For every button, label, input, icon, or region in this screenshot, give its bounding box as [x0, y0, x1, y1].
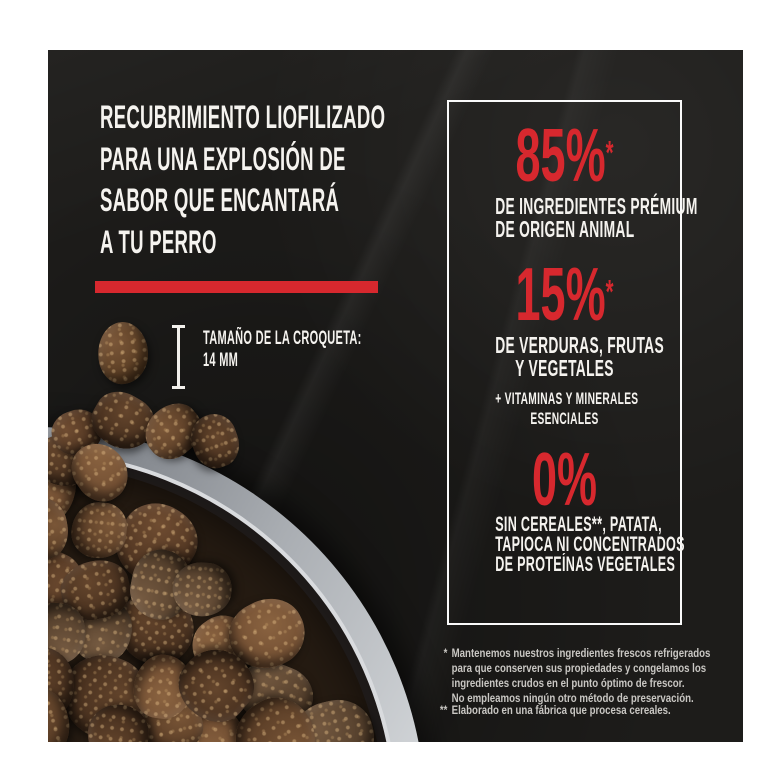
stat-15-description: DE VERDURAS, FRUTAS Y VEGETALES [449, 334, 680, 380]
stats-box: 85%* DE INGREDIENTES PRÉMIUM DE ORIGEN A… [447, 100, 698, 625]
footnote-fresh-ingredients: * Mantenemos nuestros ingredientes fresc… [434, 647, 743, 707]
stat-85-asterisk: * [605, 134, 614, 173]
red-underline-bar [95, 281, 378, 293]
footnote-line: Elaborado en una fábrica que procesa cer… [451, 705, 671, 717]
stat-85-value: 85%* [495, 118, 634, 208]
footnote-cereals-factory: ** Elaborado en una fábrica que procesa … [434, 704, 743, 719]
stat-0-number: 0% [531, 437, 598, 521]
footnote-line: Mantenemos nuestros ingredientes frescos… [451, 648, 711, 660]
footnote-text: Mantenemos nuestros ingredientes frescos… [452, 647, 711, 707]
stat-0-desc-line: SIN CEREALES**, PATATA, [495, 513, 662, 536]
footnote-line: ingredientes crudos en el punto óptimo d… [451, 678, 685, 690]
footnote-line: No empleamos ningún otro método de prese… [451, 693, 694, 705]
stat-15-subdescription: + VITAMINAS Y MINERALES ESENCIALES [449, 389, 680, 429]
headline-line: A TU PERRO [100, 223, 217, 260]
slate-panel: RECUBRIMIENTO LIOFILIZADO PARA UNA EXPLO… [48, 50, 743, 742]
headline: RECUBRIMIENTO LIOFILIZADO PARA UNA EXPLO… [100, 97, 592, 263]
stat-15-number: 15% [515, 252, 606, 336]
footnote-line: para que conserven sus propiedades y con… [451, 663, 707, 675]
stat-15-desc-line: DE VERDURAS, FRUTAS [495, 332, 664, 358]
headline-line: PARA UNA EXPLOSIÓN DE [100, 140, 346, 177]
headline-line: SABOR QUE ENCANTARÁ [100, 182, 340, 218]
stat-15-subdesc-line: + VITAMINAS Y MINERALES [495, 389, 639, 408]
stat-0-description: SIN CEREALES**, PATATA, TAPIOCA NI CONCE… [449, 513, 685, 576]
kibble-sample-image [94, 319, 152, 387]
stat-85-desc-line: DE INGREDIENTES PRÉMIUM [495, 193, 698, 219]
stat-85-desc-line: DE ORIGEN ANIMAL [495, 216, 635, 242]
stat-15-asterisk: * [605, 273, 614, 312]
footnote-marker: * [443, 648, 448, 660]
stat-85-description: DE INGREDIENTES PRÉMIUM DE ORIGEN ANIMAL [449, 193, 698, 242]
stat-85-number: 85% [515, 113, 606, 197]
kibble-size-label: TAMAÑO DE LA CROQUETA: 14 MM [203, 328, 476, 372]
stat-0-value: 0% [495, 442, 634, 532]
stat-0-desc-line: TAPIOCA NI CONCENTRADOS [495, 533, 685, 556]
stat-15-desc-line: Y VEGETALES [515, 355, 614, 381]
stat-15-value: 15%* [495, 257, 634, 347]
kibble-size-value: 14 MM [203, 350, 239, 371]
stat-0-desc-line: DE PROTEÍNAS VEGETALES [495, 553, 676, 576]
size-measure-line [172, 325, 185, 389]
kibble-size-text: TAMAÑO DE LA CROQUETA: [203, 328, 362, 349]
stat-15-subdesc-line: ESENCIALES [530, 409, 599, 428]
footnote-marker: ** [439, 705, 448, 717]
headline-line: RECUBRIMIENTO LIOFILIZADO [100, 99, 386, 135]
footnote-text: Elaborado en una fábrica que procesa cer… [452, 704, 671, 719]
